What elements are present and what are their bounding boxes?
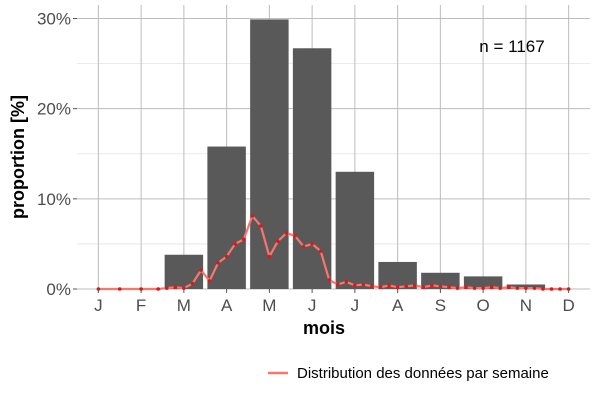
- legend: Distribution des données par semaine: [268, 365, 549, 382]
- weekly-distribution-line: [98, 214, 569, 291]
- line-point: [353, 283, 357, 288]
- line-point: [558, 287, 562, 291]
- line-point: [430, 283, 434, 288]
- line-point: [182, 286, 186, 290]
- line-point: [293, 234, 297, 238]
- line-point: [190, 281, 195, 286]
- line-point: [472, 286, 477, 290]
- line-point: [481, 286, 485, 290]
- line-point: [361, 282, 366, 287]
- x-tick-label: D: [562, 296, 574, 315]
- bar: [378, 261, 417, 289]
- line-point: [447, 285, 451, 289]
- line-point: [216, 261, 220, 265]
- line-point: [506, 285, 511, 289]
- line-point: [156, 287, 161, 291]
- x-tick-label: A: [221, 296, 233, 315]
- y-tick-label: 0%: [46, 280, 71, 299]
- line-point: [412, 283, 417, 288]
- line-point: [301, 244, 306, 249]
- y-tick-label: 30%: [37, 10, 71, 29]
- x-tick-label: J: [351, 296, 360, 315]
- sample-size-annotation: n = 1167: [479, 37, 544, 56]
- line-point: [524, 286, 528, 290]
- line-point: [207, 279, 212, 283]
- y-tick-label: 10%: [37, 190, 71, 209]
- line-point: [117, 287, 122, 291]
- line-point: [199, 268, 203, 272]
- line-point: [318, 249, 323, 253]
- line-point: [284, 231, 289, 235]
- bar: [292, 48, 332, 290]
- line-point: [498, 286, 503, 290]
- line-point: [241, 237, 246, 242]
- x-tick-label: A: [392, 296, 404, 315]
- line-point: [310, 242, 314, 246]
- line-point: [224, 254, 229, 259]
- line-point: [344, 279, 349, 284]
- x-tick-label: O: [477, 296, 490, 315]
- legend-label: Distribution des données par semaine: [297, 365, 549, 382]
- weekly-distribution-points: [96, 214, 571, 291]
- line-point: [173, 285, 178, 289]
- y-axis-ticks: 0% 10% 20% 30%: [37, 10, 77, 299]
- line-point: [404, 284, 408, 289]
- y-tick-label: 20%: [37, 100, 71, 119]
- bar: [335, 171, 375, 289]
- line-point: [541, 287, 545, 291]
- x-tick-label: M: [262, 296, 276, 315]
- line-point: [421, 285, 426, 289]
- line-point: [515, 286, 520, 290]
- line-point: [335, 282, 340, 287]
- x-tick-label: S: [435, 296, 446, 315]
- bars: [164, 19, 546, 290]
- line-point: [327, 278, 332, 282]
- line-point: [164, 286, 169, 290]
- bar: [164, 254, 204, 289]
- line-point: [532, 286, 537, 290]
- x-tick-label: J: [308, 296, 317, 315]
- y-axis-title: proportion [%]: [8, 95, 28, 219]
- line-point: [387, 283, 391, 288]
- line-point: [370, 284, 374, 289]
- line-point: [378, 285, 383, 289]
- line-point: [489, 285, 494, 289]
- weekly-line-path: [98, 214, 569, 291]
- line-point: [259, 224, 263, 228]
- x-tick-label: N: [520, 296, 532, 315]
- line-point: [549, 287, 554, 291]
- line-point: [438, 284, 443, 289]
- x-tick-label: M: [177, 296, 191, 315]
- line-point: [395, 285, 400, 289]
- line-point: [455, 286, 460, 290]
- line-point: [250, 214, 255, 218]
- bar: [250, 19, 289, 290]
- line-point: [464, 285, 468, 289]
- x-tick-label: J: [94, 296, 103, 315]
- x-axis-title: mois: [303, 318, 345, 338]
- bar: [207, 146, 246, 289]
- line-point: [267, 254, 272, 259]
- line-point: [276, 239, 280, 244]
- line-point: [233, 242, 237, 246]
- x-tick-label: F: [136, 296, 146, 315]
